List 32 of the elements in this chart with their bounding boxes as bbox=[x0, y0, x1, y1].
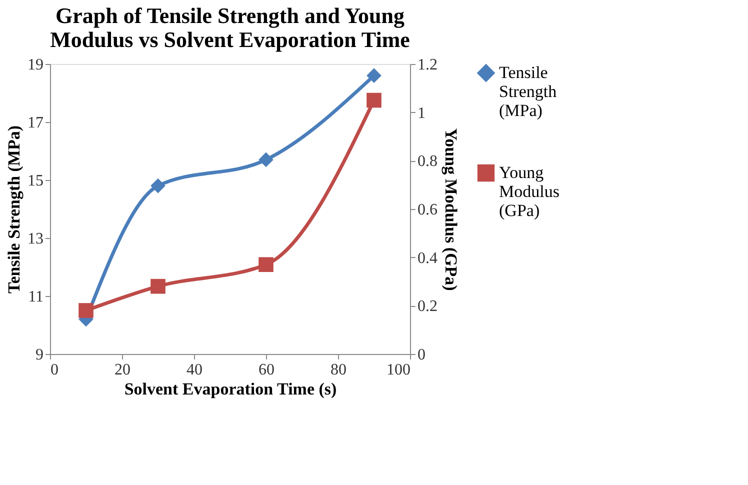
y2-tick-label: 0.4 bbox=[418, 250, 438, 267]
x-axis-title: Solvent Evaporation Time (s) bbox=[124, 380, 337, 398]
y2-tick-label: 1 bbox=[418, 104, 426, 122]
y2-tick-label: 0.6 bbox=[418, 202, 438, 218]
legend-label: Young Modulus (GPa) bbox=[499, 163, 560, 220]
y-tick-label: 17 bbox=[28, 114, 44, 132]
y-tick-label: 9 bbox=[36, 346, 44, 364]
chart-title: Graph of Tensile Strength and Young Modulus vs Solvent Evaporation Time bbox=[50, 3, 410, 52]
point bbox=[150, 278, 166, 294]
y-axis-title: Tensile Strength (MPa) bbox=[4, 125, 24, 294]
y2-tick-label: 0.8 bbox=[418, 153, 438, 170]
y2-tick-label: 1.2 bbox=[418, 56, 438, 74]
y2-tick-label: 0.2 bbox=[418, 298, 438, 316]
point bbox=[258, 257, 274, 272]
legend-label: Tensile Strength (MPa) bbox=[499, 63, 558, 120]
x-tick-label: 20 bbox=[114, 362, 130, 378]
y-tick-label: 15 bbox=[28, 172, 44, 190]
point bbox=[78, 303, 94, 318]
y2-axis-title: Young Modulus (GPa) bbox=[442, 128, 460, 291]
y2-tick-label: 0 bbox=[418, 346, 426, 364]
x-tick-label: 40 bbox=[186, 362, 202, 378]
y-tick-label: 13 bbox=[28, 230, 44, 248]
point bbox=[366, 92, 382, 108]
point bbox=[366, 68, 382, 84]
x-tick-label: 100 bbox=[386, 362, 410, 378]
y-tick-label: 19 bbox=[28, 56, 44, 74]
y-tick-label: 11 bbox=[28, 288, 44, 306]
x-tick-label: 0 bbox=[50, 362, 58, 378]
point bbox=[258, 152, 274, 168]
x-tick-label: 60 bbox=[258, 362, 274, 378]
x-tick-label: 80 bbox=[330, 362, 346, 378]
point bbox=[150, 178, 166, 194]
